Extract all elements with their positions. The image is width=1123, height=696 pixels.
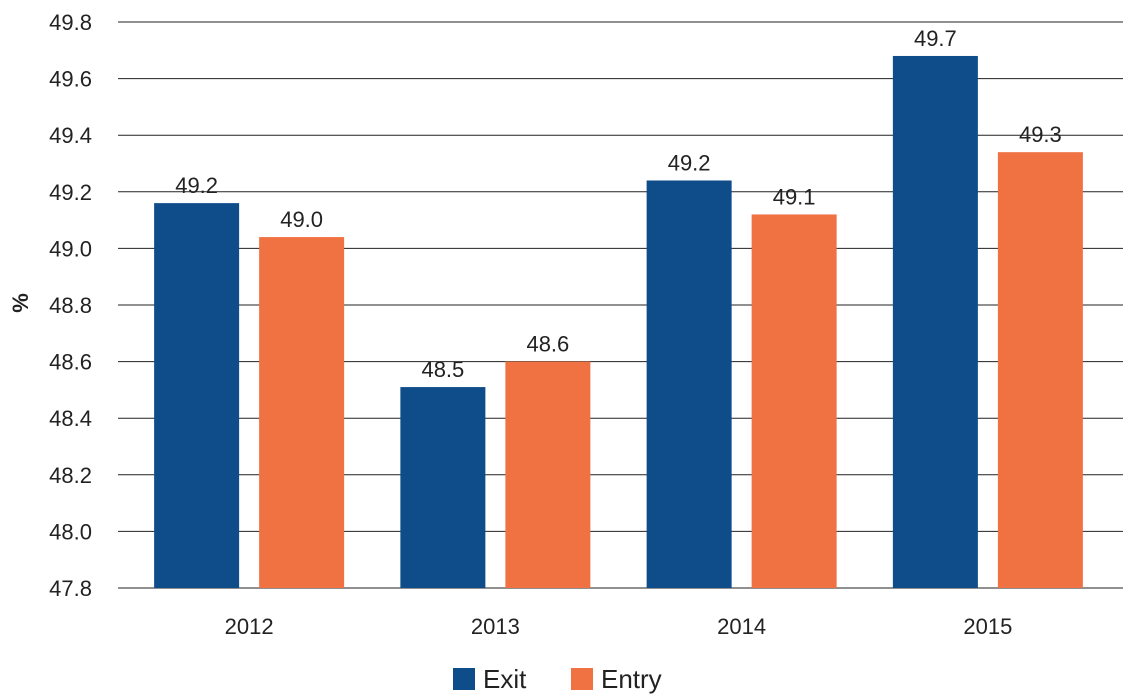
- bar-series: 49.2 49.0 48.5 48.6 49.2 49.1 49.7 49.3: [154, 26, 1083, 589]
- data-label: 49.2: [668, 150, 711, 175]
- data-label: 48.6: [526, 332, 569, 357]
- y-tick-label: 48.8: [49, 293, 92, 318]
- y-tick-label: 48.2: [49, 463, 92, 488]
- data-label: 49.3: [1019, 122, 1062, 147]
- y-tick-label: 49.2: [49, 180, 92, 205]
- y-axis-title: %: [8, 293, 33, 313]
- x-tick-label: 2013: [471, 614, 520, 639]
- legend-label-entry: Entry: [601, 664, 662, 694]
- bar-entry-2015: [997, 152, 1083, 588]
- y-tick-label: 49.4: [49, 123, 92, 148]
- x-tick-label: 2015: [963, 614, 1012, 639]
- data-label: 49.0: [280, 207, 323, 232]
- bar-exit-2013: [400, 387, 486, 588]
- legend-swatch-exit: [453, 668, 475, 690]
- y-tick-label: 48.6: [49, 350, 92, 375]
- y-tick-label: 47.8: [49, 576, 92, 601]
- bar-exit-2012: [154, 203, 240, 588]
- bar-entry-2013: [505, 361, 591, 588]
- bar-entry-2012: [259, 237, 345, 588]
- x-tick-label: 2012: [225, 614, 274, 639]
- y-tick-label: 49.0: [49, 236, 92, 261]
- data-label: 49.7: [914, 26, 957, 51]
- legend-swatch-entry: [571, 668, 593, 690]
- x-axis-tick-labels: 2012 2013 2014 2015: [225, 614, 1013, 639]
- y-tick-label: 48.0: [49, 519, 92, 544]
- legend-label-exit: Exit: [483, 664, 527, 694]
- bar-entry-2014: [751, 214, 837, 588]
- y-tick-label: 49.6: [49, 67, 92, 92]
- data-label: 49.2: [175, 173, 218, 198]
- bar-exit-2014: [646, 180, 732, 589]
- y-axis-tick-labels: 47.8 48.0 48.2 48.4 48.6 48.8 49.0 49.2 49.4 49.6…: [49, 10, 92, 601]
- y-tick-label: 49.8: [49, 10, 92, 35]
- data-label: 49.1: [773, 184, 816, 209]
- x-tick-label: 2014: [717, 614, 766, 639]
- y-tick-label: 48.4: [49, 406, 92, 431]
- legend: Exit Entry: [453, 664, 662, 694]
- data-label: 48.5: [421, 357, 464, 382]
- bar-exit-2015: [892, 55, 978, 588]
